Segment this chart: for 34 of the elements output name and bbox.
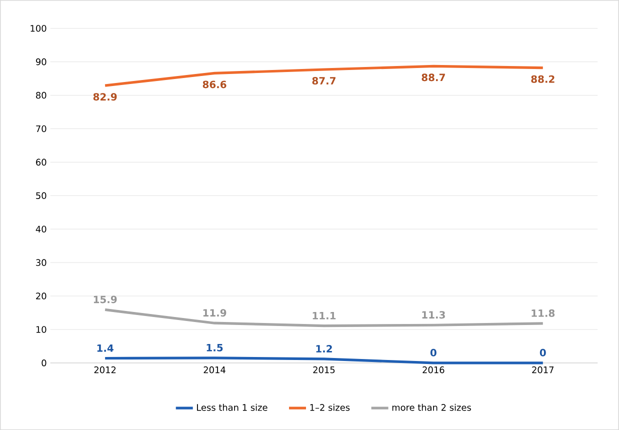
data-label: 0 [430,348,436,356]
legend-label: 1–2 sizes [310,404,350,411]
data-label: 11.9 [203,308,226,316]
y-tick-label: 80 [36,92,46,99]
y-tick-label: 20 [36,292,46,300]
x-tick-label: 2014 [204,366,226,374]
data-label: 86.6 [202,80,226,88]
data-label: 88.2 [531,75,554,83]
data-label: 11.1 [312,312,336,320]
data-label: 0 [540,348,546,356]
y-tick-label: 70 [36,125,46,132]
y-tick-label: 90 [36,58,46,66]
x-tick-label: 2017 [532,366,554,374]
data-label: 1.4 [97,344,114,352]
x-tick-label: 2016 [422,366,444,374]
data-label: 1.5 [206,344,223,352]
legend-label: more than 2 sizes [392,404,471,411]
y-tick-label: 10 [36,326,46,333]
data-label: 87.7 [312,76,336,84]
y-tick-label: 30 [36,259,46,266]
data-label: 11.3 [422,310,445,318]
x-tick-label: 2012 [94,366,116,374]
data-label: 15.9 [94,296,117,304]
y-tick-label: 100 [30,24,46,32]
legend-label: Less than 1 size [197,404,268,411]
y-tick-label: 0 [42,359,46,366]
data-label: 11.8 [532,309,555,317]
data-label: 1.2 [316,344,332,352]
data-label: 82.9 [93,92,117,100]
y-tick-label: 40 [36,226,46,232]
y-tick-label: 60 [36,158,46,166]
y-tick-label: 50 [36,192,46,199]
data-label: 88.7 [422,74,445,82]
x-tick-label: 2015 [313,366,335,374]
